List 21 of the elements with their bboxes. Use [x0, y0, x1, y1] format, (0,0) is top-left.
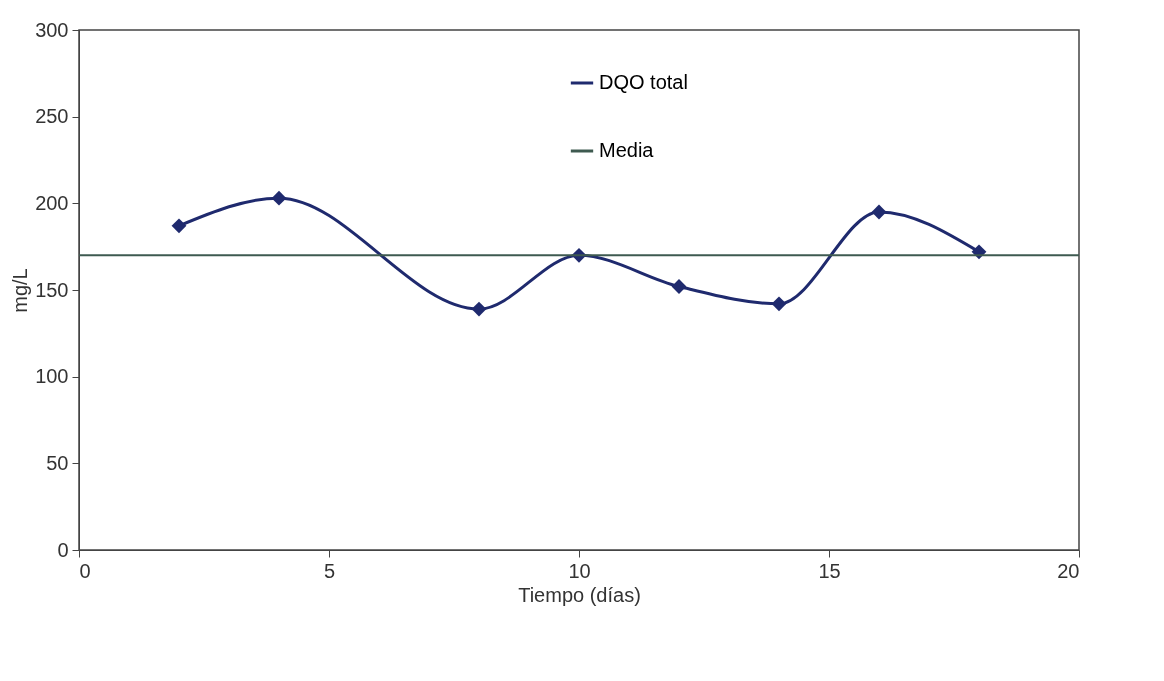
legend-label: Media	[599, 139, 655, 161]
point	[771, 296, 787, 312]
x-tick-label: 10	[568, 559, 591, 582]
y-tick-label: 50	[46, 451, 69, 474]
y-tick-label: 300	[35, 18, 69, 41]
point	[871, 204, 887, 220]
y-tick-label: 200	[35, 191, 69, 214]
y-axis-title: mg/L	[9, 268, 32, 313]
y-tick-label: 150	[35, 278, 69, 301]
y-tick-label: 0	[57, 538, 69, 561]
x-tick-label: 0	[79, 559, 91, 582]
x-tick-label: 5	[323, 559, 336, 582]
y-tick-label: 100	[35, 365, 69, 388]
point	[471, 301, 487, 317]
point	[271, 190, 287, 206]
x-axis-title: Tiempo (días)	[518, 583, 641, 606]
point	[171, 218, 187, 234]
legend-label: DQO total	[599, 71, 688, 93]
y-tick-label: 250	[35, 105, 69, 128]
x-tick-label: 20	[1057, 559, 1080, 582]
x-tick-label: 15	[818, 559, 841, 582]
